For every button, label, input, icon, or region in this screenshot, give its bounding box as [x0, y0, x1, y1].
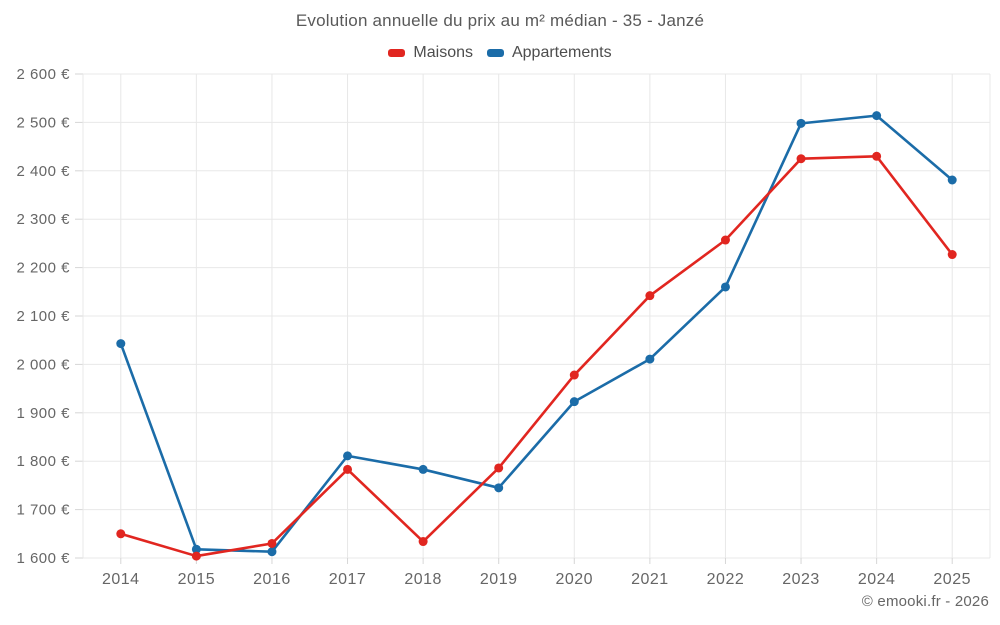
point-maisons-2014[interactable] — [116, 529, 126, 539]
point-appartements-2023[interactable] — [796, 118, 806, 128]
point-appartements-2016[interactable] — [267, 547, 277, 557]
appartements-swatch-icon — [486, 49, 504, 57]
x-tick-label: 2025 — [933, 571, 971, 588]
y-tick-label: 1 600 € — [16, 550, 70, 567]
point-maisons-2024[interactable] — [872, 151, 882, 161]
x-grid — [82, 74, 991, 564]
legend-label-maisons: Maisons — [413, 44, 473, 61]
series-line-appartements — [119, 114, 954, 554]
attribution-text: © emooki.fr - 2026 — [861, 593, 989, 610]
point-appartements-2018[interactable] — [418, 464, 428, 474]
point-appartements-2025[interactable] — [947, 175, 957, 185]
y-tick-label: 2 400 € — [16, 163, 70, 180]
series-line-maisons — [119, 154, 954, 558]
x-tick-label: 2018 — [404, 571, 442, 588]
point-maisons-2015[interactable] — [191, 551, 201, 561]
point-appartements-2024[interactable] — [872, 111, 882, 121]
y-tick-label: 2 300 € — [16, 211, 70, 228]
legend-item-maisons[interactable]: Maisons — [388, 44, 473, 62]
x-tick-label: 2020 — [555, 571, 593, 588]
point-maisons-2022[interactable] — [720, 235, 730, 245]
y-tick-label: 2 100 € — [16, 308, 70, 325]
point-appartements-2021[interactable] — [645, 354, 655, 364]
point-maisons-2023[interactable] — [796, 154, 806, 164]
y-tick-label: 2 600 € — [16, 66, 70, 83]
point-maisons-2020[interactable] — [569, 370, 579, 380]
point-appartements-2014[interactable] — [116, 339, 126, 349]
x-tick-label: 2015 — [178, 571, 216, 588]
legend-label-appartements: Appartements — [511, 44, 612, 61]
x-tick-label: 2021 — [631, 571, 669, 588]
point-maisons-2018[interactable] — [418, 537, 428, 547]
y-grid — [75, 73, 990, 559]
point-appartements-2015[interactable] — [191, 544, 201, 554]
legend-item-appartements[interactable]: Appartements — [486, 44, 612, 62]
point-maisons-2021[interactable] — [645, 291, 655, 301]
y-tick-label: 2 000 € — [16, 356, 70, 373]
series-maisons — [116, 151, 957, 561]
y-tick-label: 2 500 € — [16, 114, 70, 131]
y-tick-label: 2 200 € — [16, 260, 70, 277]
point-appartements-2017[interactable] — [343, 451, 353, 461]
point-maisons-2017[interactable] — [343, 464, 353, 474]
x-tick-label: 2024 — [858, 571, 896, 588]
point-maisons-2016[interactable] — [267, 538, 277, 548]
point-appartements-2022[interactable] — [720, 282, 730, 292]
y-tick-label: 1 800 € — [16, 453, 70, 470]
x-tick-label: 2016 — [253, 571, 291, 588]
x-tick-label: 2017 — [329, 571, 367, 588]
maisons-swatch-icon — [388, 49, 406, 57]
y-tick-label: 1 700 € — [16, 502, 70, 519]
point-appartements-2019[interactable] — [494, 483, 504, 493]
y-tick-label: 1 900 € — [16, 405, 70, 422]
y-axis-labels: 1 600 € 1 700 € 1 800 € 1 900 € 2 000 € 2 100… — [16, 66, 70, 567]
series-appartements — [116, 111, 957, 557]
x-tick-label: 2023 — [782, 571, 820, 588]
chart-title: Evolution annuelle du prix au m² médian … — [295, 11, 705, 30]
x-tick-label: 2022 — [707, 571, 745, 588]
x-tick-label: 2014 — [102, 571, 140, 588]
chart-legend: Maisons Appartements — [0, 44, 1000, 62]
x-tick-label: 2019 — [480, 571, 518, 588]
point-appartements-2020[interactable] — [569, 397, 579, 407]
point-maisons-2019[interactable] — [494, 463, 504, 473]
x-axis-labels: 2014 2015 2016 2017 2018 2019 2020 2021 2022 2023… — [102, 571, 971, 588]
point-maisons-2025[interactable] — [947, 250, 957, 260]
